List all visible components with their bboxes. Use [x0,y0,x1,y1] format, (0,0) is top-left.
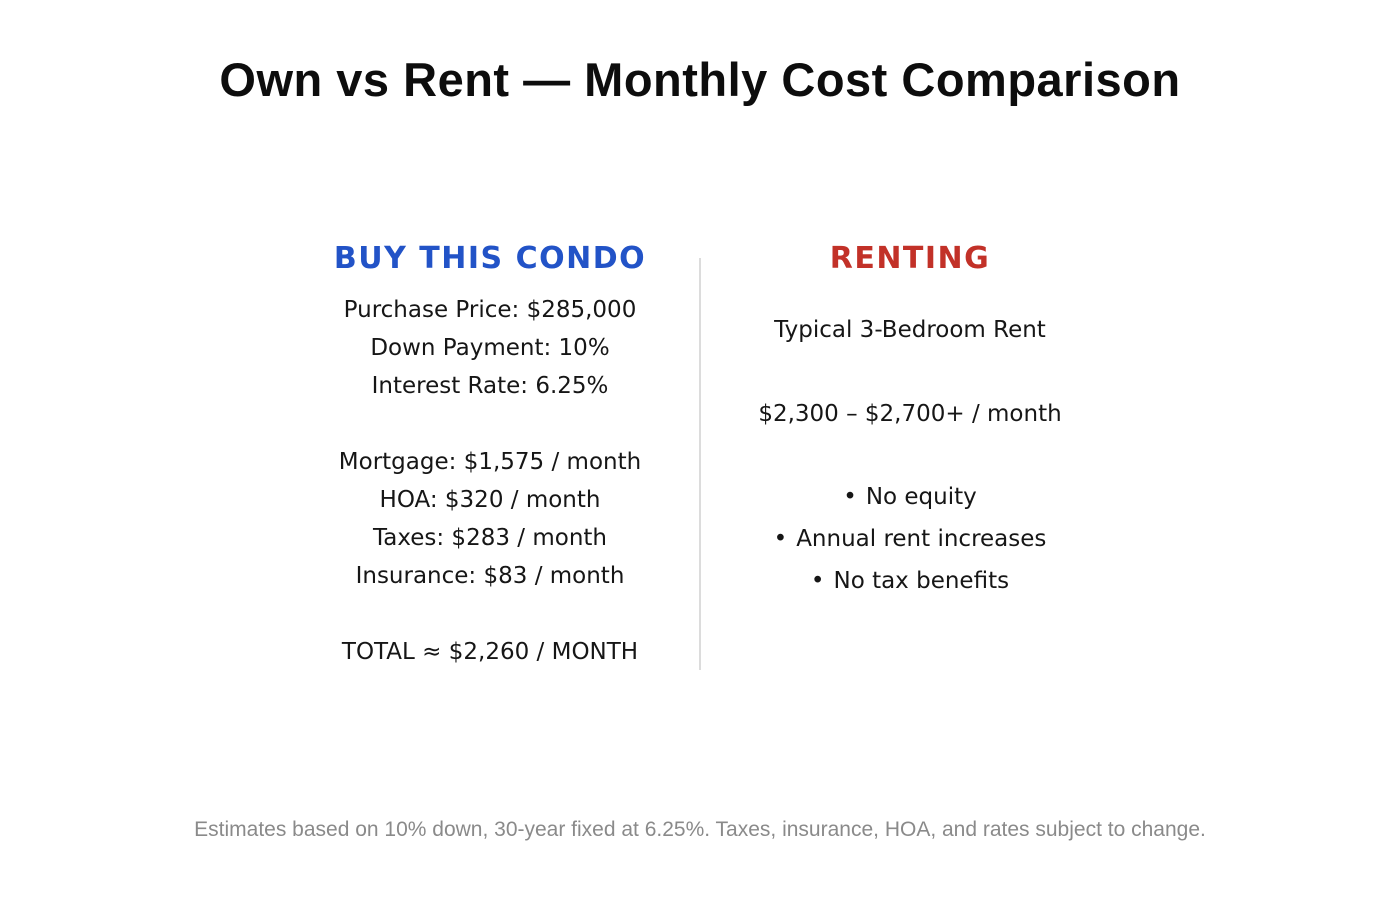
footnote: Estimates based on 10% down, 30-year fix… [194,818,1206,841]
bullet-glyph: • [810,568,825,594]
insurance-line: Insurance: $83 / month [355,563,625,589]
drawback-item: • No equity [700,478,1120,516]
drawback-item: • Annual rent increases [700,520,1120,558]
column-divider [699,258,701,670]
slide-title: Own vs Rent — Monthly Cost Comparison [219,53,1181,106]
down-payment-line: Down Payment: 10% [370,335,610,361]
rent-price-range: $2,300 – $2,700+ / month [758,401,1062,427]
purchase-price-line: Purchase Price: $285,000 [343,297,637,323]
drawback-item: • No tax benefits [700,562,1120,600]
buy-column-header: BUY THIS CONDO [333,241,647,276]
rent-subtitle: Typical 3-Bedroom Rent [774,317,1046,343]
interest-rate-line: Interest Rate: 6.25% [371,373,609,399]
drawback-label: No equity [865,484,977,510]
taxes-line: Taxes: $283 / month [373,525,607,551]
drawback-label: Annual rent increases [796,526,1047,552]
drawback-label: No tax benefits [833,568,1010,594]
mortgage-line: Mortgage: $1,575 / month [338,449,642,475]
rent-column-header: RENTING [829,241,991,276]
bullet-glyph: • [773,526,788,552]
buy-column: BUY THIS CONDO Purchase Price: $285,000 … [280,230,700,690]
rent-column: RENTING Typical 3-Bedroom Rent $2,300 – … [700,230,1120,690]
hoa-line: HOA: $320 / month [379,487,601,513]
buy-total-line: TOTAL ≈ $2,260 / MONTH [341,639,639,665]
bullet-glyph: • [843,484,857,510]
